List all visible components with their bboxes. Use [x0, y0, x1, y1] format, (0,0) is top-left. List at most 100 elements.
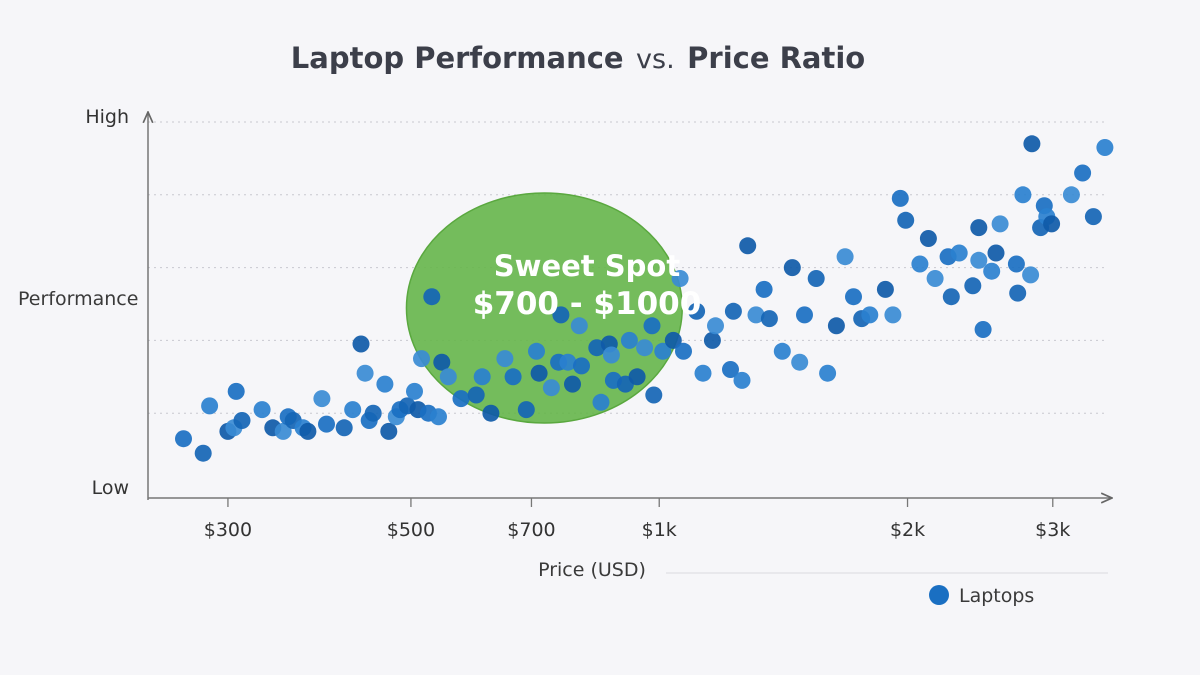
- data-point: [991, 215, 1009, 233]
- x-tick-label-0: $300: [204, 519, 252, 541]
- legend-label: Laptops: [959, 585, 1034, 607]
- legend: Laptops: [929, 585, 1034, 607]
- data-point: [592, 393, 610, 411]
- data-point: [1043, 215, 1061, 233]
- y-tick-label-1: Low: [92, 477, 129, 499]
- data-point: [552, 306, 570, 324]
- data-point: [773, 342, 791, 360]
- data-point: [739, 237, 757, 255]
- data-point: [827, 317, 845, 335]
- data-point: [482, 404, 500, 422]
- data-point: [439, 368, 457, 386]
- data-point: [233, 412, 251, 429]
- data-point: [318, 415, 335, 433]
- data-point: [1007, 255, 1025, 273]
- data-point: [344, 401, 362, 419]
- data-point: [755, 280, 773, 298]
- y-axis-label: Performance: [18, 288, 138, 310]
- data-point: [528, 342, 545, 360]
- data-point: [430, 408, 447, 426]
- data-point: [517, 401, 535, 419]
- data-point: [299, 422, 317, 440]
- data-point: [987, 244, 1005, 262]
- scatter-points: [175, 135, 1114, 462]
- data-point: [983, 262, 1001, 280]
- data-point: [313, 390, 331, 408]
- x-axis-label: Price (USD): [538, 559, 646, 581]
- data-point: [406, 382, 423, 400]
- data-point: [807, 270, 825, 287]
- data-point: [352, 335, 370, 353]
- data-point: [530, 364, 548, 382]
- sweet-spot-range: $700 - $1000: [473, 286, 702, 322]
- data-point: [675, 342, 692, 360]
- data-point: [783, 259, 801, 277]
- data-point: [413, 350, 430, 368]
- data-point: [688, 302, 706, 320]
- data-point: [760, 310, 778, 328]
- data-point: [636, 339, 654, 357]
- x-tick-label-3: $1k: [642, 519, 677, 541]
- data-point: [376, 375, 394, 393]
- data-point: [1014, 186, 1032, 204]
- data-point: [1009, 284, 1027, 302]
- data-point: [791, 353, 809, 371]
- data-point: [845, 288, 862, 306]
- data-point: [1074, 164, 1092, 182]
- data-point: [504, 368, 522, 386]
- y-tick-label-0: High: [85, 106, 129, 128]
- data-point: [722, 361, 739, 378]
- data-point: [335, 419, 353, 437]
- data-point: [1062, 186, 1080, 204]
- data-point: [964, 277, 982, 295]
- data-point: [602, 346, 620, 364]
- x-tick-label-4: $2k: [890, 519, 925, 541]
- data-point: [194, 444, 212, 462]
- title-part-2: vs.: [636, 44, 675, 75]
- data-point: [891, 189, 909, 207]
- data-point: [227, 382, 245, 400]
- sweet-spot-title: Sweet Spot: [494, 249, 681, 283]
- x-axis-ticks: $300 $500 $700 $1k $2k $3k: [204, 498, 1070, 541]
- data-point: [819, 364, 837, 382]
- data-point: [1023, 135, 1041, 153]
- data-point: [942, 288, 960, 306]
- data-point: [201, 397, 219, 415]
- x-tick-label-5: $3k: [1035, 519, 1070, 541]
- data-point: [496, 350, 514, 368]
- data-point: [919, 230, 937, 247]
- data-point: [747, 306, 765, 324]
- legend-marker: [929, 585, 949, 605]
- data-point: [433, 353, 451, 371]
- data-point: [467, 386, 485, 404]
- data-point: [884, 306, 902, 324]
- data-point: [620, 331, 638, 349]
- data-point: [274, 422, 292, 440]
- title-part-1: Laptop Performance: [291, 41, 624, 75]
- data-point: [694, 364, 712, 382]
- data-point: [380, 422, 398, 440]
- x-tick-label-2: $700: [507, 519, 555, 541]
- data-point: [970, 219, 988, 237]
- data-point: [559, 353, 577, 371]
- x-tick-label-1: $500: [387, 519, 435, 541]
- data-point: [364, 404, 382, 422]
- y-axis-ticks: High Low: [85, 106, 129, 499]
- data-point: [628, 368, 646, 386]
- data-point: [664, 331, 682, 349]
- data-point: [1022, 266, 1040, 284]
- data-point: [423, 288, 441, 306]
- data-point: [970, 251, 988, 269]
- data-point: [570, 317, 588, 335]
- data-point: [645, 386, 663, 404]
- data-point: [707, 317, 724, 335]
- data-point: [356, 364, 374, 382]
- data-point: [654, 342, 672, 360]
- data-point: [703, 331, 721, 349]
- data-point: [733, 371, 751, 389]
- data-point: [796, 306, 813, 324]
- data-point: [573, 357, 590, 375]
- data-point: [950, 244, 968, 262]
- data-point: [1096, 139, 1114, 156]
